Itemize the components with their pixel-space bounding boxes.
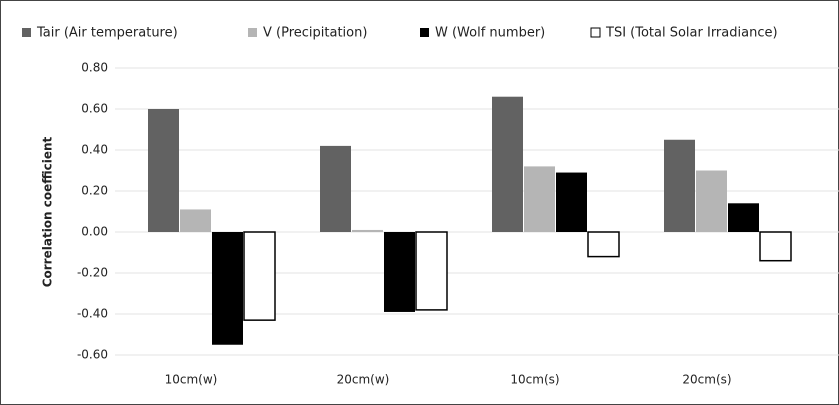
y-tick-label: 0.40	[81, 143, 108, 157]
y-tick-label: -0.20	[77, 266, 108, 280]
y-tick-label: 0.60	[81, 102, 108, 116]
bar	[415, 231, 448, 311]
bar	[696, 170, 727, 232]
legend-swatch	[420, 28, 429, 37]
bar	[556, 172, 587, 232]
bar	[180, 209, 211, 232]
legend-label: Tair (Air temperature)	[36, 26, 178, 41]
bar	[492, 96, 523, 232]
bar	[384, 232, 415, 312]
bar	[320, 145, 351, 232]
x-tick-label: 20cm(s)	[682, 373, 731, 387]
bar	[148, 109, 179, 232]
legend-label: V (Precipitation)	[263, 26, 367, 41]
y-tick-label: 0.80	[81, 61, 108, 75]
bar	[664, 139, 695, 232]
legend-swatch	[248, 28, 257, 37]
legend-swatch	[590, 27, 601, 38]
bar	[759, 231, 792, 262]
legend-label: TSI (Total Solar Irradiance)	[605, 26, 778, 41]
bar	[587, 231, 620, 258]
x-tick-label: 10cm(s)	[510, 373, 559, 387]
y-tick-label: -0.40	[77, 307, 108, 321]
y-tick-label: 0.00	[81, 225, 108, 239]
x-tick-label: 10cm(w)	[165, 373, 218, 387]
bar	[212, 232, 243, 345]
legend-swatch	[22, 28, 31, 37]
bar	[524, 166, 555, 232]
bar	[352, 229, 383, 232]
legend-label: W (Wolf number)	[435, 26, 545, 41]
bar	[728, 203, 759, 232]
y-tick-label: 0.20	[81, 184, 108, 198]
y-tick-label: -0.60	[77, 348, 108, 362]
y-axis-title: Correlation coefficient	[41, 136, 55, 287]
bar	[243, 231, 276, 321]
x-tick-label: 20cm(w)	[337, 373, 390, 387]
